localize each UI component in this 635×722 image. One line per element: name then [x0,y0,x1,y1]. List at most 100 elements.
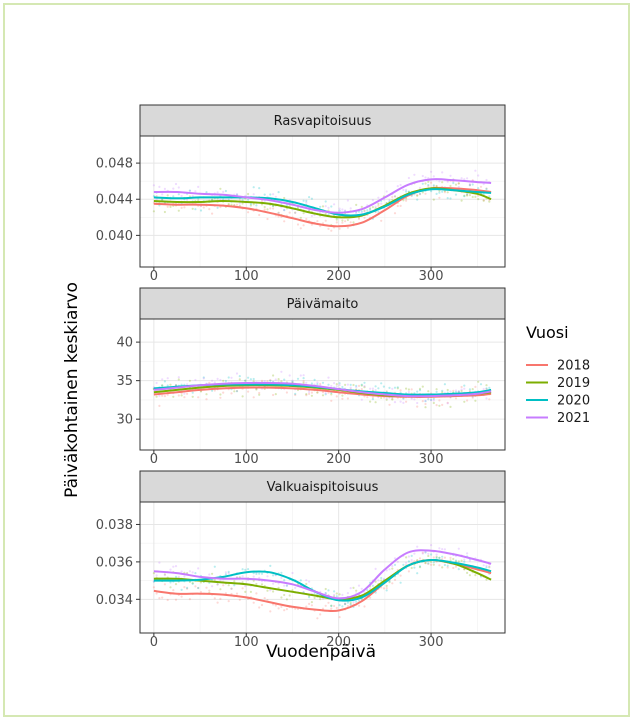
scatter-point [288,594,291,597]
plot-background [140,502,505,633]
scatter-point [269,378,272,382]
scatter-point [341,593,344,597]
scatter-point [305,381,308,384]
scatter-point [152,586,155,589]
x-tick-label: 0 [150,452,158,467]
scatter-point [285,608,288,611]
scatter-point [186,383,189,386]
scatter-point [344,603,347,606]
scatter-point [269,589,272,592]
scatter-point [305,201,308,204]
scatter-point [424,176,427,179]
scatter-point [388,581,391,584]
panel-border [139,501,506,634]
scatter-point [211,198,214,201]
scatter-point [349,601,352,605]
y-tick-label: 0.034 [96,593,133,608]
scatter-point [468,559,471,562]
scatter-point [446,197,449,200]
scatter-point [338,384,341,387]
scatter-point [166,384,169,387]
scatter-point [338,382,341,385]
scatter-point [274,604,277,607]
y-tick-label: 0.040 [96,229,133,244]
scatter-point [396,560,399,563]
scatter-point [385,589,388,592]
scatter-point [199,581,203,584]
scatter-point [477,198,480,201]
scatter-point [435,553,438,556]
scatter-point [438,189,441,192]
scatter-point [355,212,358,215]
scatter-point [421,400,424,403]
scatter-point [399,574,402,577]
scatter-point [252,579,255,582]
scatter-point [194,585,197,588]
facet-strip [139,104,506,137]
scatter-point [346,383,349,386]
scatter-point [263,208,266,211]
x-tick-label: 300 [419,452,444,467]
scatter-point [249,204,252,207]
scatter-point [438,399,441,402]
scatter-point [197,567,200,570]
scatter-point [463,178,466,181]
scatter-point [183,392,186,395]
scatter-point [388,403,391,406]
scatter-point [277,607,280,610]
series-line-2021 [153,178,492,214]
scatter-point [424,551,427,554]
scatter-point [310,604,313,607]
scatter-point [327,227,330,230]
scatter-point [369,387,372,390]
scatter-point [441,389,444,392]
scatter-point [319,598,322,601]
scatter-point [485,387,488,391]
scatter-point [341,385,344,389]
scatter-point [180,588,183,592]
scatter-point [380,382,383,385]
scatter-point [374,401,377,404]
scatter-point [471,183,474,186]
scatter-point [427,552,430,556]
scatter-point [263,597,266,600]
scatter-point [283,609,286,612]
scatter-point [197,185,200,188]
scatter-point [169,383,172,386]
scatter-point [374,205,377,208]
scatter-point [277,211,280,214]
scatter-point [460,388,463,391]
scatter-point [457,185,460,189]
scatter-point [180,194,183,198]
scatter-point [435,388,438,391]
scatter-point [468,184,471,187]
scatter-point [233,390,236,393]
scatter-point [427,183,430,187]
scatter-point [313,378,316,381]
scatter-point [188,570,191,573]
scatter-point [341,605,344,608]
scatter-point [269,207,272,210]
scatter-point [202,206,205,209]
scatter-point [385,398,388,401]
scatter-point [463,194,466,197]
scatter-point [252,396,255,399]
scatter-point [333,203,336,206]
scatter-point [399,581,402,584]
scatter-point [432,401,435,405]
scatter-point [468,574,471,577]
scatter-point [424,400,427,403]
scatter-point [449,390,452,393]
scatter-point [399,204,402,207]
scatter-point [219,393,222,396]
scatter-point [241,568,244,571]
scatter-point [155,592,158,595]
scatter-point [355,600,358,603]
scatter-point [280,571,283,574]
scatter-point [360,384,363,387]
scatter-point [199,209,203,212]
scatter-point [416,401,419,405]
scatter-point [174,182,178,186]
scatter-point [197,586,200,590]
scatter-point [463,387,466,390]
